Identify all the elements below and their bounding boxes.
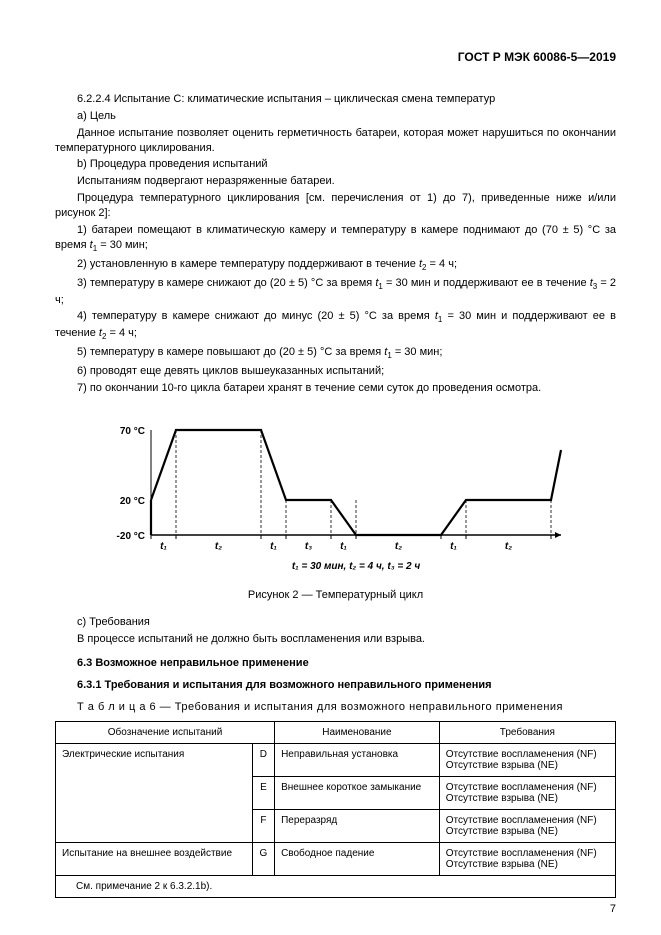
p8b: = 4 ч;	[427, 258, 458, 270]
p2: a) Цель	[55, 109, 616, 124]
svg-text:t₂: t₂	[504, 541, 511, 552]
cell-code: G	[252, 842, 274, 875]
body-text: 6.2.2.4 Испытание C: климатические испыт…	[55, 92, 616, 396]
svg-text:t₂: t₂	[214, 541, 221, 552]
p10a: 4) температуру в камере снижают до минус…	[77, 310, 435, 322]
section-6-3: 6.3 Возможное неправильное применение	[55, 657, 616, 669]
cell-name: Неправильная установка	[275, 743, 440, 776]
p15: В процессе испытаний не должно быть восп…	[55, 632, 616, 647]
figure-caption: Рисунок 2 — Температурный цикл	[55, 589, 616, 601]
table-6: Обозначение испытаний Наименование Требо…	[55, 721, 616, 898]
page-number: 7	[610, 903, 616, 915]
figure-2: 70 °C 20 °C -20 °C t₁ t₂ t₁ t₃ t₁ t₂ t₁ t₂ t₁ = 30 …	[55, 410, 616, 583]
p4: b) Процедура проведения испытаний	[55, 157, 616, 172]
cell-note: См. примечание 2 к 6.3.2.1b).	[56, 875, 616, 897]
section-6-3-1: 6.3.1 Требования и испытания для возможн…	[55, 679, 616, 691]
svg-text:-20 °C: -20 °C	[116, 531, 144, 542]
cell-name: Переразряд	[275, 809, 440, 842]
svg-text:t₁: t₁	[270, 541, 277, 552]
cell-code: D	[252, 743, 274, 776]
p9m: = 30 мин и поддерживают ее в течение	[383, 277, 590, 289]
p3: Данное испытание позволяет оценить герме…	[55, 126, 616, 156]
table-row: Электрические испытанияDНеправильная уст…	[56, 743, 616, 776]
temperature-cycle-chart: 70 °C 20 °C -20 °C t₁ t₂ t₁ t₃ t₁ t₂ t₁ t₂ t₁ = 30 …	[101, 410, 571, 580]
p11a: 5) температуру в камере повышают до (20 …	[77, 346, 384, 358]
cell-req: Отсутствие воспламенения (NF)Отсутствие …	[439, 809, 615, 842]
svg-text:t₃: t₃	[304, 541, 311, 552]
table-header-row: Обозначение испытаний Наименование Требо…	[56, 721, 616, 743]
body-text-2: c) Требования В процессе испытаний не до…	[55, 615, 616, 647]
p8: 2) установленную в камере температуру по…	[55, 257, 616, 274]
cell-code: F	[252, 809, 274, 842]
p9: 3) температуру в камере снижают до (20 ±…	[55, 276, 616, 308]
svg-text:t₁: t₁	[450, 541, 457, 552]
th-req: Требования	[439, 721, 615, 743]
cell-req: Отсутствие воспламенения (NF)Отсутствие …	[439, 776, 615, 809]
p7b: = 30 мин;	[97, 239, 148, 251]
p9a: 3) температуру в камере снижают до (20 ±…	[77, 277, 375, 289]
p11: 5) температуру в камере повышают до (20 …	[55, 345, 616, 362]
p1: 6.2.2.4 Испытание C: климатические испыт…	[55, 92, 616, 107]
cell-name: Внешнее короткое замыкание	[275, 776, 440, 809]
table-note-row: См. примечание 2 к 6.3.2.1b).	[56, 875, 616, 897]
svg-text:70 °C: 70 °C	[119, 426, 144, 437]
p12: 6) проводят еще девять циклов вышеуказан…	[55, 364, 616, 379]
th-designation: Обозначение испытаний	[56, 721, 275, 743]
svg-text:t₁ = 30 мин, t₂ = 4 ч, t₃ = 2: t₁ = 30 мин, t₂ = 4 ч, t₃ = 2 ч	[291, 561, 419, 572]
svg-text:t₁: t₁	[340, 541, 347, 552]
p10b: = 4 ч;	[106, 327, 137, 339]
svg-text:20 °C: 20 °C	[119, 496, 144, 507]
cell-name: Свободное падение	[275, 842, 440, 875]
table-6-title: Т а б л и ц а 6 — Требования и испытания…	[55, 701, 616, 713]
p11b: = 30 мин;	[392, 346, 443, 358]
p14: c) Требования	[55, 615, 616, 630]
cell-code: E	[252, 776, 274, 809]
cell-category: Электрические испытания	[56, 743, 253, 842]
cell-req: Отсутствие воспламенения (NF)Отсутствие …	[439, 842, 615, 875]
th-name: Наименование	[275, 721, 440, 743]
svg-text:t₂: t₂	[394, 541, 401, 552]
p10: 4) температуру в камере снижают до минус…	[55, 309, 616, 343]
p13: 7) по окончании 10-го цикла батареи хран…	[55, 381, 616, 396]
p7: 1) батареи помещают в климатическую каме…	[55, 223, 616, 255]
cell-req: Отсутствие воспламенения (NF)Отсутствие …	[439, 743, 615, 776]
doc-header: ГОСТ Р МЭК 60086-5—2019	[55, 50, 616, 64]
cell-category: Испытание на внешнее воздействие	[56, 842, 253, 875]
p8a: 2) установленную в камере температуру по…	[77, 258, 419, 270]
svg-text:t₁: t₁	[160, 541, 167, 552]
p6: Процедура температурного циклирования [с…	[55, 191, 616, 221]
table-row: Испытание на внешнее воздействиеGСвободн…	[56, 842, 616, 875]
p5: Испытаниям подвергают неразряженные бата…	[55, 174, 616, 189]
